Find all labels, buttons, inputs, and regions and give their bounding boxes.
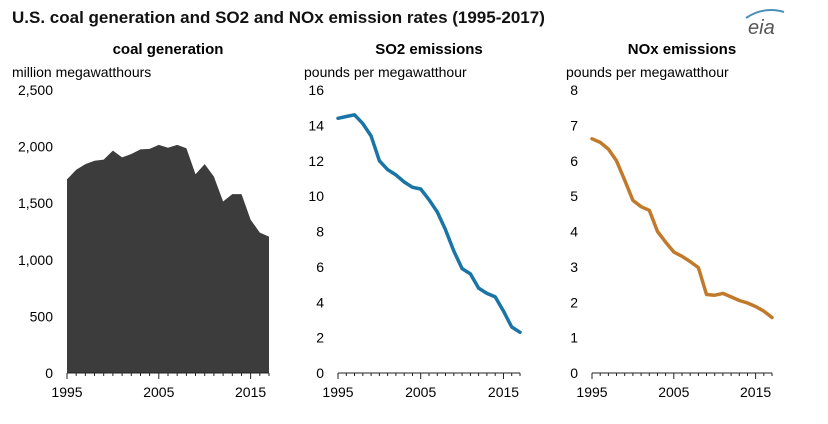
coal-x-tick-label: 2005: [143, 384, 174, 400]
nox-y-tick-label: 1: [570, 330, 578, 346]
nox-y-tick-label: 7: [570, 117, 578, 133]
so2-line-series: [336, 113, 522, 335]
coal-y-axis-label: million megawatthours: [12, 64, 151, 80]
so2-x-tick-label: 2015: [488, 384, 519, 400]
nox-x-tick-label: 1995: [576, 384, 607, 400]
nox-y-axis-label: pounds per megawatthour: [566, 64, 729, 80]
so2-y-tick-label: 16: [308, 82, 324, 98]
so2-x-tick-label: 2005: [405, 384, 436, 400]
nox-y-tick-label: 8: [570, 82, 578, 98]
eia-logo: eia: [745, 9, 785, 39]
so2-y-tick-label: 12: [308, 153, 324, 169]
nox-y-tick-label: 6: [570, 153, 578, 169]
eia-logo-text: eia: [748, 17, 775, 39]
coal-x-tick-label: 2015: [235, 384, 266, 400]
so2-y-tick-label: 8: [316, 224, 324, 240]
so2-emissions-panel: SO2 emissions pounds per megawatthour 0 2…: [304, 41, 522, 400]
coal-area-series: [67, 144, 269, 373]
chart-title: U.S. coal generation and SO2 and NOx emi…: [12, 8, 545, 27]
so2-y-tick-label: 14: [308, 117, 324, 133]
nox-y-tick-label: 0: [570, 365, 578, 381]
coal-y-tick-label: 0: [45, 365, 53, 381]
coal-panel-title: coal generation: [113, 41, 224, 58]
nox-y-tick-label: 5: [570, 188, 578, 204]
coal-generation-panel: coal generation million megawatthours 0 5…: [12, 41, 270, 400]
coal-y-tick-label: 2,500: [18, 82, 53, 98]
nox-y-tick-label: 3: [570, 259, 578, 275]
so2-y-tick-label: 6: [316, 259, 324, 275]
coal-y-tick-label: 2,000: [18, 139, 53, 155]
coal-y-tick-label: 1,500: [18, 195, 53, 211]
coal-y-tick-label: 500: [30, 308, 54, 324]
so2-y-tick-label: 10: [308, 188, 324, 204]
so2-y-tick-label: 2: [316, 330, 324, 346]
so2-x-tick-label: 1995: [322, 384, 353, 400]
coal-x-tick-label: 1995: [51, 384, 82, 400]
so2-y-tick-label: 4: [316, 294, 324, 310]
so2-panel-title: SO2 emissions: [375, 41, 483, 58]
nox-panel-title: NOx emissions: [628, 41, 736, 58]
nox-emissions-panel: NOx emissions pounds per megawatthour 0 1…: [566, 41, 774, 400]
nox-y-tick-label: 2: [570, 294, 578, 310]
eia-logo-swoosh: [745, 9, 785, 19]
nox-x-tick-label: 2005: [658, 384, 689, 400]
coal-y-tick-label: 1,000: [18, 252, 53, 268]
so2-y-tick-label: 0: [316, 365, 324, 381]
nox-x-tick-label: 2015: [740, 384, 771, 400]
nox-line-series: [590, 137, 774, 320]
so2-y-axis-label: pounds per megawatthour: [304, 64, 467, 80]
nox-y-tick-label: 4: [570, 224, 578, 240]
